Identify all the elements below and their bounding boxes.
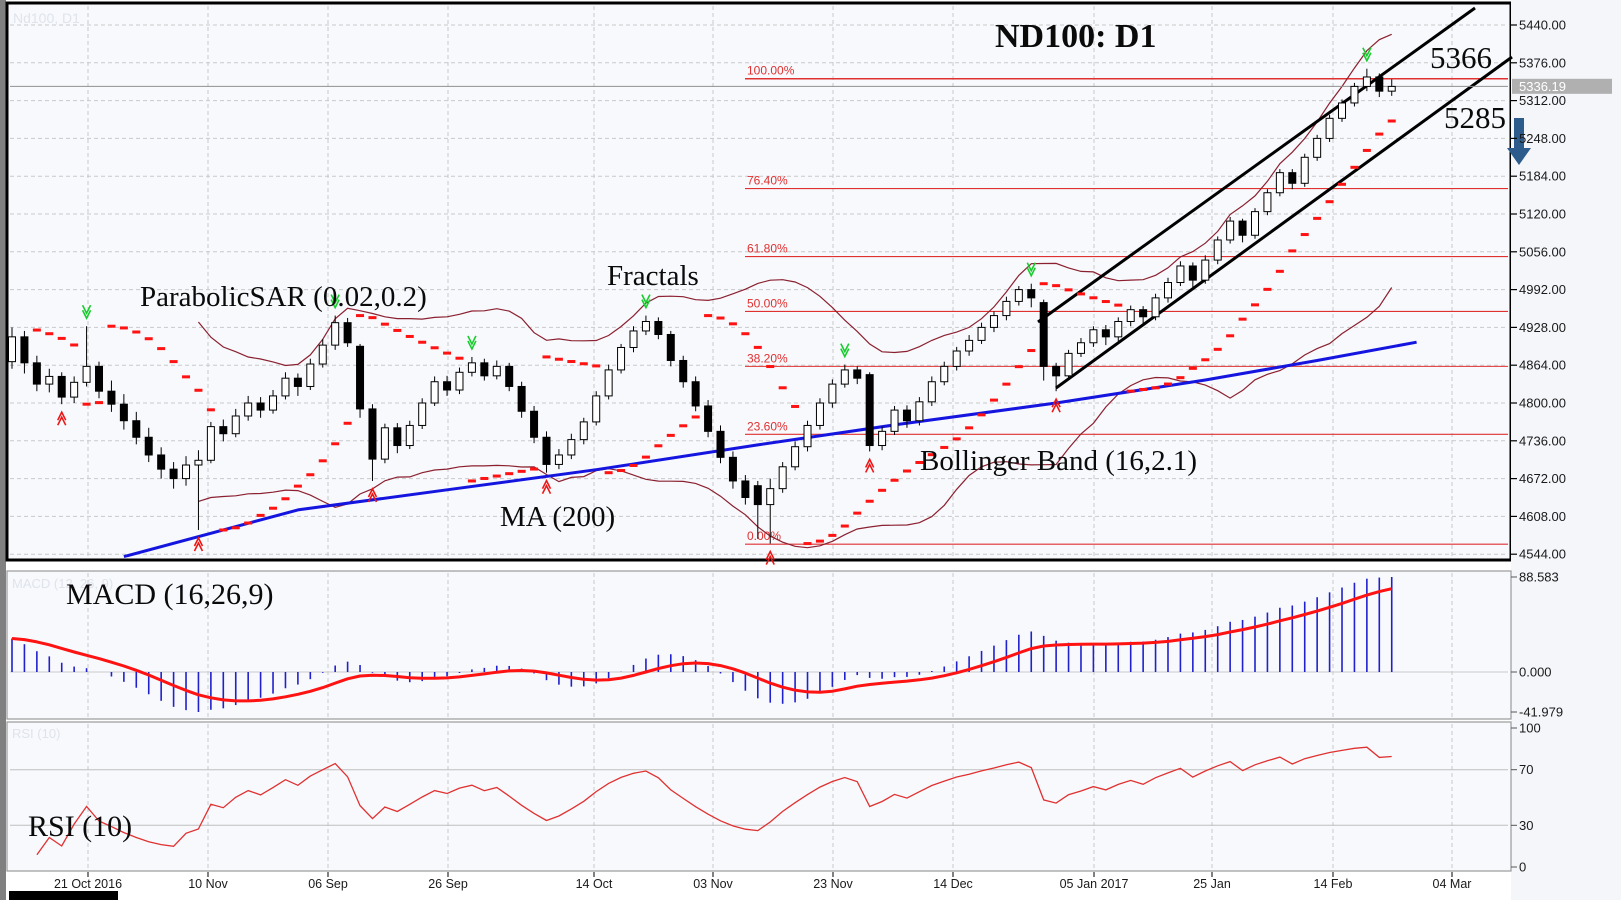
svg-text:5312.00: 5312.00 xyxy=(1519,93,1566,108)
svg-text:14 Dec: 14 Dec xyxy=(933,877,973,891)
svg-text:61.80%: 61.80% xyxy=(747,242,788,256)
candlesticks xyxy=(8,68,1396,544)
svg-text:100: 100 xyxy=(1519,721,1541,736)
date-axis[interactable]: 21 Oct 2016 10 Nov 06 Sep 26 Sep 14 Oct 03 No… xyxy=(54,872,1472,891)
ma200-line xyxy=(123,340,1417,559)
svg-text:70: 70 xyxy=(1519,762,1533,777)
macd-panel xyxy=(10,577,1508,712)
svg-text:0: 0 xyxy=(1519,860,1526,875)
svg-text:5056.00: 5056.00 xyxy=(1519,244,1566,259)
svg-text:76.40%: 76.40% xyxy=(747,174,788,188)
svg-text:4736.00: 4736.00 xyxy=(1519,433,1566,448)
svg-text:4992.00: 4992.00 xyxy=(1519,282,1566,297)
svg-text:5184.00: 5184.00 xyxy=(1519,169,1566,184)
svg-text:21 Oct 2016: 21 Oct 2016 xyxy=(54,877,122,891)
svg-text:26 Sep: 26 Sep xyxy=(428,877,468,891)
svg-text:0.00%: 0.00% xyxy=(747,529,781,543)
fibonacci-levels: 100.00% 76.40% 61.80% 50.00% 38.20% 23.60% 0.0… xyxy=(745,64,1508,545)
svg-text:30: 30 xyxy=(1519,818,1533,833)
svg-text:5120.00: 5120.00 xyxy=(1519,207,1566,222)
svg-text:4672.00: 4672.00 xyxy=(1519,471,1566,486)
svg-text:5336.19: 5336.19 xyxy=(1519,79,1566,94)
svg-text:88.583: 88.583 xyxy=(1519,570,1559,585)
panel-backgrounds xyxy=(5,0,1621,900)
fractal-arrows xyxy=(57,47,1372,565)
down-arrow-annotation[interactable] xyxy=(1507,118,1531,165)
svg-text:100.00%: 100.00% xyxy=(747,64,795,78)
window-edge xyxy=(0,0,6,900)
svg-text:38.20%: 38.20% xyxy=(747,351,788,365)
svg-text:5248.00: 5248.00 xyxy=(1519,131,1566,146)
svg-text:5376.00: 5376.00 xyxy=(1519,55,1566,70)
svg-text:14 Feb: 14 Feb xyxy=(1314,877,1353,891)
svg-text:4608.00: 4608.00 xyxy=(1519,509,1566,524)
svg-text:4544.00: 4544.00 xyxy=(1519,547,1566,562)
svg-text:-41.979: -41.979 xyxy=(1519,705,1563,720)
svg-text:50.00%: 50.00% xyxy=(747,296,788,310)
svg-text:04 Mar: 04 Mar xyxy=(1433,877,1472,891)
trend-channel xyxy=(1037,6,1513,390)
svg-text:14 Oct: 14 Oct xyxy=(576,877,613,891)
gridlines xyxy=(10,6,1508,869)
svg-text:4864.00: 4864.00 xyxy=(1519,358,1566,373)
parabolic-sar-dots xyxy=(32,119,1396,546)
svg-text:23 Nov: 23 Nov xyxy=(813,877,853,891)
svg-text:23.60%: 23.60% xyxy=(747,419,788,433)
svg-text:05 Jan 2017: 05 Jan 2017 xyxy=(1060,877,1129,891)
taskbar-fragment xyxy=(9,891,118,900)
svg-text:03 Nov: 03 Nov xyxy=(693,877,733,891)
svg-text:25 Jan: 25 Jan xyxy=(1193,877,1231,891)
svg-text:4800.00: 4800.00 xyxy=(1519,396,1566,411)
svg-text:06 Sep: 06 Sep xyxy=(308,877,348,891)
svg-text:10 Nov: 10 Nov xyxy=(188,877,228,891)
svg-text:0.000: 0.000 xyxy=(1519,665,1552,680)
svg-text:5440.00: 5440.00 xyxy=(1519,18,1566,33)
svg-text:4928.00: 4928.00 xyxy=(1519,320,1566,335)
rsi-panel xyxy=(10,746,1508,856)
price-axis[interactable]: 5440.00 5376.00 5312.00 5248.00 5184.00 5120.… xyxy=(1511,18,1612,875)
